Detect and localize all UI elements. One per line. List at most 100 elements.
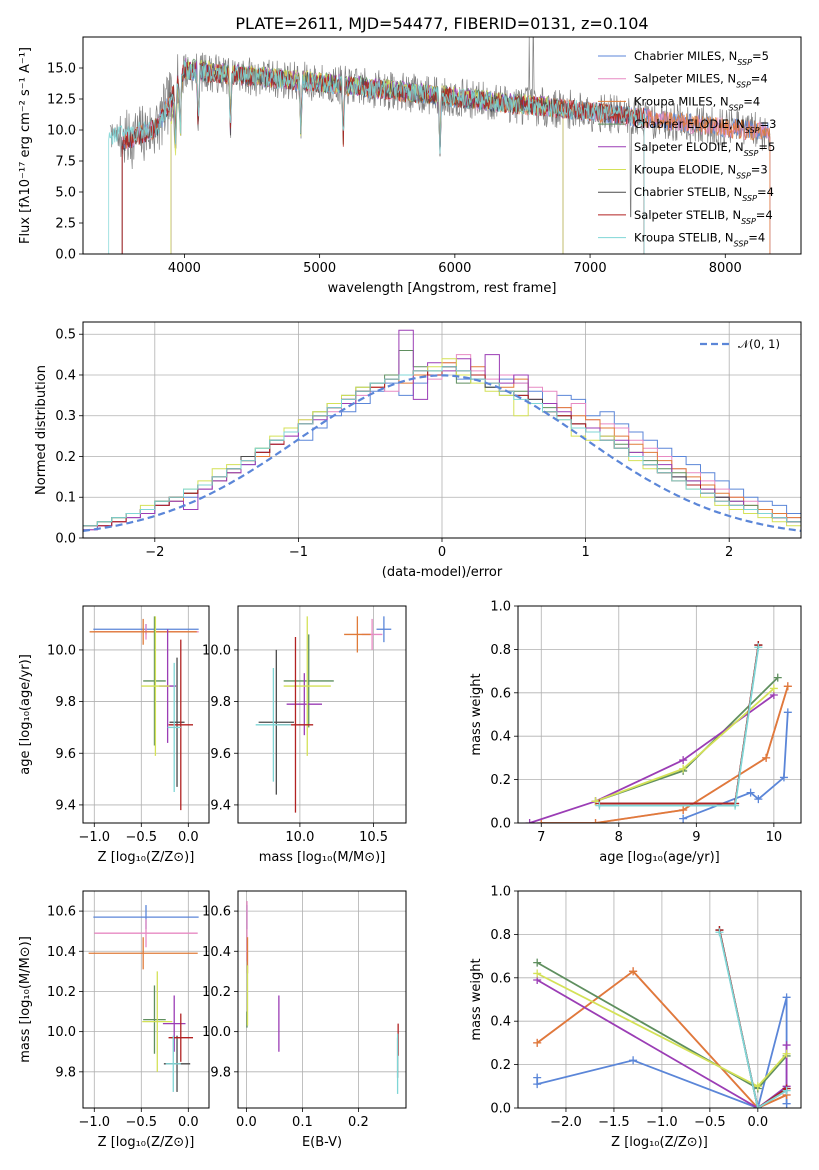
weight-line-7 — [718, 929, 788, 1108]
y-tick-label: 10.2 — [47, 985, 76, 1000]
error-point — [344, 616, 371, 653]
error-point — [283, 616, 331, 756]
plus-marker — [783, 708, 792, 717]
legend-label: Chabrier ELODIE, NSSP=3 — [634, 117, 776, 135]
y-tick-label: 0.6 — [490, 971, 511, 986]
axes-frame — [517, 605, 802, 824]
y-tick-label: 1.0 — [490, 600, 511, 615]
y-tick-label: 10.6 — [202, 905, 231, 920]
plot-area — [108, 37, 771, 254]
x-tick-label: 6000 — [438, 261, 471, 276]
plus-marker — [533, 958, 542, 967]
plot-area — [83, 329, 801, 532]
y-tick-label: 10.0 — [202, 1025, 231, 1040]
x-tick-label: −1.0 — [78, 1115, 110, 1130]
y-tick-label: 9.8 — [210, 695, 231, 710]
plus-marker — [629, 1056, 638, 1065]
normal-curve — [83, 374, 801, 532]
axes-7: −2.0 −1.5 −1.0 −0.5 0.0 0.0 0.2 0.4 0.6 0.8 1.0 Z [… — [469, 885, 802, 1150]
y-tick-label: 0.8 — [490, 928, 511, 943]
plus-marker — [782, 1099, 791, 1108]
plus-marker — [537, 819, 546, 823]
error-point — [376, 616, 392, 643]
weight-line-1 — [541, 686, 789, 823]
x-axis-label: (data-model)/error — [382, 565, 503, 580]
plus-marker — [782, 1086, 791, 1095]
weight-line-8 — [718, 932, 788, 1108]
y-axis-label: mass weight — [469, 958, 484, 1040]
y-axis-label: age [log₁₀(age/yr)] — [18, 654, 33, 775]
plus-marker — [679, 756, 688, 765]
plus-marker — [754, 643, 763, 652]
y-tick-label: 0.0 — [490, 817, 511, 832]
y-tick-label: 0.2 — [55, 450, 76, 465]
error-point — [283, 634, 334, 728]
axes-4: 7 8 9 10 0.0 0.2 0.4 0.6 0.8 1.0 age [log₁₀(age/yr… — [469, 600, 802, 865]
y-tick-label: 5.0 — [55, 186, 76, 201]
plus-marker — [753, 1104, 762, 1108]
plot-area — [88, 905, 199, 1092]
x-tick-label: 7000 — [574, 261, 607, 276]
plus-marker — [533, 1080, 542, 1089]
x-tick-label: −0.5 — [126, 830, 158, 845]
axes-frame — [517, 890, 802, 1109]
weight-line-5 — [595, 687, 775, 803]
histogram-8 — [83, 366, 801, 527]
legend-label: Salpeter MILES, NSSP=4 — [634, 72, 768, 90]
axes-frame — [82, 890, 210, 1109]
x-tick-label: −2 — [145, 545, 164, 560]
error-point — [258, 649, 294, 795]
error-point — [168, 639, 194, 811]
plus-marker — [754, 795, 763, 804]
plus-marker — [679, 764, 688, 773]
weight-line-2 — [541, 686, 789, 823]
weight-line-4 — [536, 979, 788, 1108]
legend: 𝒩(0, 1) — [700, 337, 780, 351]
y-tick-label: 0.0 — [55, 532, 76, 547]
legend-label: 𝒩(0, 1) — [738, 337, 780, 351]
y-tick-label: 10.0 — [47, 1025, 76, 1040]
error-point — [169, 657, 185, 787]
axes-5: −1.0 −0.5 0.0 9.8 10.0 10.2 10.4 10.6 Z [log₁₀(Z… — [18, 890, 210, 1150]
axes-6: 0.0 0.1 0.2 9.8 10.0 10.2 10.4 10.6 E(B-V) — [202, 890, 407, 1150]
x-axis-label: Z [log₁₀(Z/Z⊙)] — [98, 850, 195, 865]
error-point — [88, 937, 198, 970]
y-tick-label: 10.4 — [202, 945, 231, 960]
x-axis-label: wavelength [Angstrom, rest frame] — [328, 281, 557, 296]
axes-0: 4000 5000 6000 7000 8000 0.0 2.5 5.0 7.5 10.0 12.5… — [18, 14, 802, 296]
x-tick-label: 0.1 — [292, 1115, 313, 1130]
legend-label: Kroupa MILES, NSSP=4 — [634, 94, 760, 112]
weight-line-8 — [599, 647, 760, 807]
y-axis-label: Normed distribution — [34, 365, 49, 495]
y-axis-label: mass [log₁₀(M/M⊙)] — [18, 936, 33, 1063]
model-spectrum-8 — [108, 60, 645, 254]
y-tick-label: 0.4 — [490, 1015, 511, 1030]
error-point — [94, 919, 198, 948]
y-axis-label: Flux [fλ10⁻¹⁷ erg cm⁻² s⁻¹ A⁻¹] — [18, 47, 33, 244]
x-tick-label: 5000 — [303, 261, 336, 276]
error-point — [286, 673, 322, 736]
error-point — [142, 971, 173, 1072]
x-axis-label: age [log₁₀(age/yr)] — [599, 850, 720, 865]
y-tick-label: 2.5 — [55, 217, 76, 232]
plus-marker — [746, 788, 755, 797]
error-point — [143, 616, 166, 746]
plus-marker — [773, 673, 782, 682]
x-tick-label: 10.0 — [285, 830, 314, 845]
y-tick-label: 0.2 — [490, 773, 511, 788]
x-tick-label: 10.5 — [359, 830, 388, 845]
plus-marker — [782, 1049, 791, 1058]
plus-marker — [782, 993, 791, 1002]
plot-area — [525, 641, 792, 823]
y-tick-label: 0.0 — [55, 248, 76, 263]
x-tick-label: −0.5 — [126, 1115, 158, 1130]
y-tick-label: 9.6 — [210, 747, 231, 762]
x-axis-label: Z [log₁₀(Z/Z⊙)] — [611, 1135, 708, 1150]
x-tick-label: 10 — [766, 830, 783, 845]
error-point — [143, 985, 166, 1054]
x-tick-label: 0.2 — [348, 1115, 369, 1130]
axes-frame — [237, 605, 407, 824]
y-tick-label: 12.5 — [47, 93, 76, 108]
axes-frame — [82, 605, 210, 824]
